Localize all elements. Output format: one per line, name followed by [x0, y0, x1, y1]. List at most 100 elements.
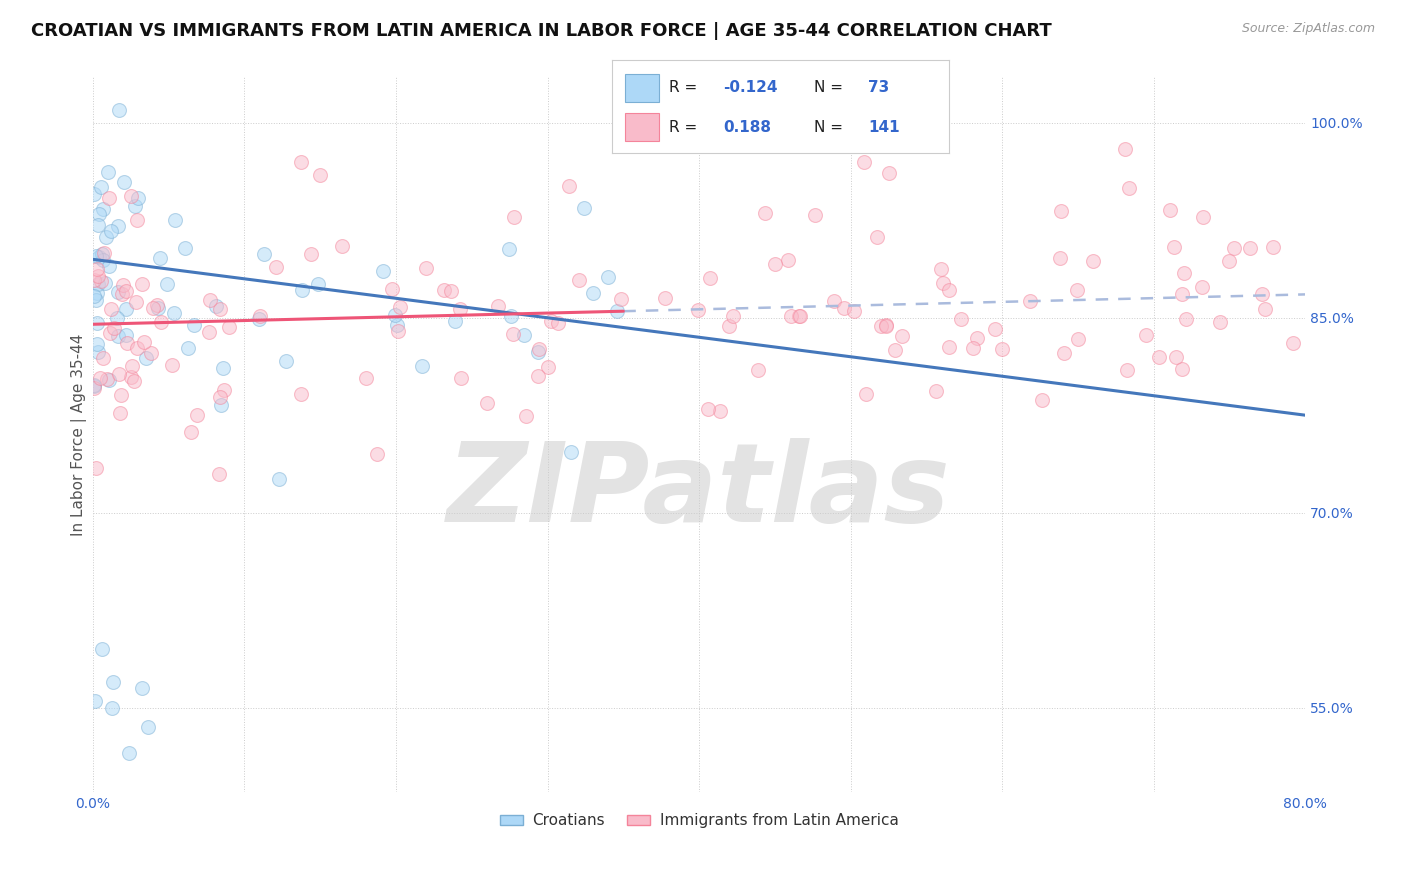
- Point: [558, 178, 581, 193]
- Point: [93, 246, 115, 260]
- Point: [91, 247, 114, 261]
- Point: [122, 374, 145, 388]
- Point: [498, 242, 520, 256]
- Point: [699, 270, 721, 285]
- Point: [356, 371, 378, 385]
- Point: [83, 379, 105, 393]
- Point: [253, 247, 276, 261]
- Point: [90, 273, 112, 287]
- Point: [486, 298, 509, 312]
- Point: [385, 318, 408, 332]
- Point: [387, 324, 409, 338]
- Point: [529, 342, 551, 356]
- Point: [110, 388, 132, 402]
- Point: [136, 720, 159, 734]
- FancyBboxPatch shape: [626, 74, 659, 102]
- Text: 141: 141: [868, 120, 900, 135]
- Point: [83, 377, 105, 392]
- Point: [717, 319, 740, 334]
- Point: [499, 309, 522, 323]
- Point: [852, 154, 875, 169]
- Point: [163, 306, 186, 320]
- Point: [83, 186, 105, 201]
- Point: [754, 205, 776, 219]
- Point: [290, 386, 312, 401]
- Point: [1114, 142, 1136, 156]
- Point: [94, 276, 117, 290]
- Point: [709, 404, 731, 418]
- Point: [173, 241, 195, 255]
- Point: [107, 285, 129, 300]
- Point: [83, 273, 105, 287]
- Point: [107, 103, 129, 117]
- Point: [547, 316, 569, 330]
- Point: [100, 224, 122, 238]
- Point: [86, 261, 108, 276]
- Point: [162, 358, 184, 372]
- Point: [204, 299, 226, 313]
- Point: [146, 298, 169, 312]
- Text: N =: N =: [814, 80, 844, 95]
- Text: -0.124: -0.124: [723, 80, 778, 95]
- Point: [198, 293, 221, 308]
- Point: [870, 319, 893, 334]
- Point: [208, 467, 231, 481]
- Text: N =: N =: [814, 120, 844, 135]
- Point: [115, 335, 138, 350]
- Point: [186, 408, 208, 422]
- Point: [209, 301, 232, 316]
- Point: [180, 425, 202, 439]
- Point: [1166, 350, 1188, 364]
- Point: [135, 351, 157, 365]
- Point: [381, 282, 404, 296]
- Point: [875, 318, 897, 333]
- Point: [477, 396, 499, 410]
- Point: [87, 345, 110, 359]
- Point: [931, 277, 953, 291]
- Point: [84, 249, 107, 263]
- Point: [1173, 266, 1195, 280]
- Point: [86, 316, 108, 330]
- Point: [107, 219, 129, 233]
- Point: [373, 264, 395, 278]
- Point: [609, 292, 631, 306]
- Point: [384, 308, 406, 322]
- Point: [1031, 393, 1053, 408]
- Point: [1118, 181, 1140, 195]
- Point: [1254, 301, 1277, 316]
- Point: [97, 165, 120, 179]
- Point: [299, 247, 322, 261]
- Point: [1261, 240, 1284, 254]
- Point: [125, 295, 148, 310]
- Point: [1163, 240, 1185, 254]
- Point: [1147, 350, 1170, 364]
- Point: [1192, 211, 1215, 225]
- Point: [127, 213, 149, 227]
- Point: [86, 337, 108, 351]
- Point: [111, 287, 134, 301]
- Point: [134, 334, 156, 349]
- Point: [411, 359, 433, 373]
- Point: [866, 229, 889, 244]
- Point: [596, 270, 619, 285]
- Point: [267, 472, 290, 486]
- Point: [884, 343, 907, 357]
- Point: [90, 180, 112, 194]
- Point: [127, 191, 149, 205]
- Point: [91, 202, 114, 216]
- Point: [366, 447, 388, 461]
- Point: [86, 293, 108, 308]
- Point: [1053, 346, 1076, 360]
- Point: [1135, 327, 1157, 342]
- Point: [101, 674, 124, 689]
- Point: [1223, 241, 1246, 255]
- Point: [789, 309, 811, 323]
- Point: [779, 309, 801, 323]
- Point: [83, 694, 105, 708]
- Point: [1081, 253, 1104, 268]
- Point: [247, 312, 270, 326]
- Point: [131, 681, 153, 695]
- Point: [1159, 202, 1181, 217]
- Point: [1171, 362, 1194, 376]
- Point: [527, 368, 550, 383]
